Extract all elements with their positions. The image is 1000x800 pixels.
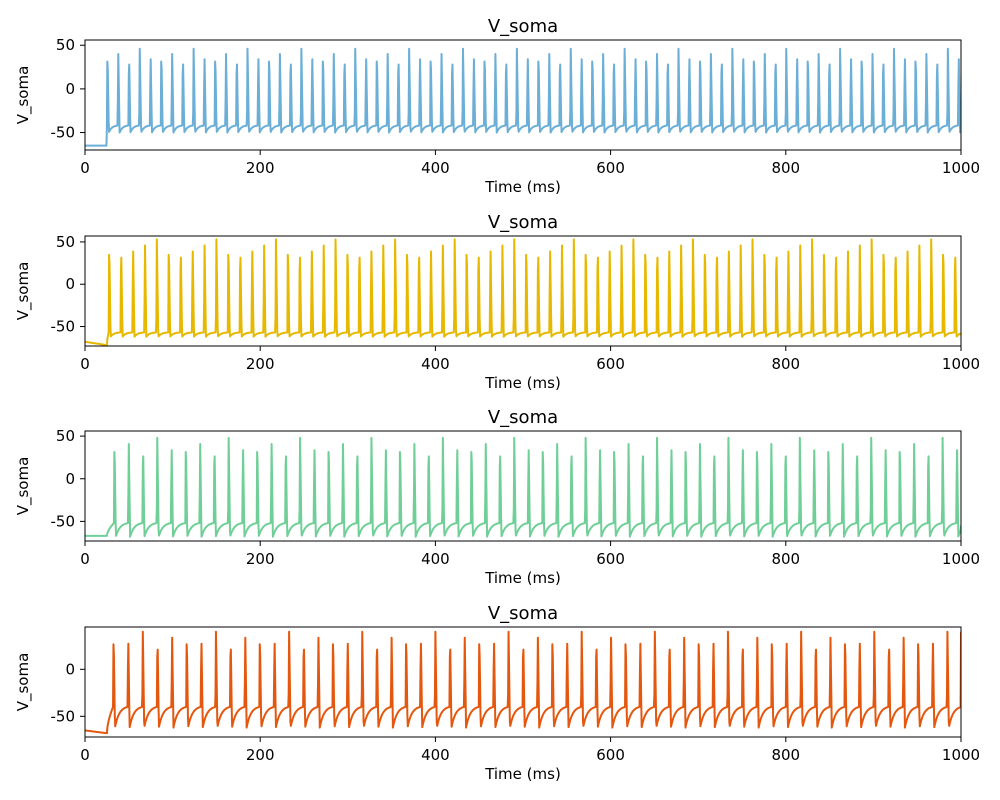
chart-title: V_soma xyxy=(488,212,558,233)
x-tick-label: 800 xyxy=(771,159,800,177)
y-tick-label: -50 xyxy=(51,124,76,142)
x-tick-label: 0 xyxy=(80,550,90,568)
x-tick-label: 600 xyxy=(596,355,625,373)
y-tick-label: -50 xyxy=(51,512,76,530)
x-tick-label: 1000 xyxy=(942,550,980,568)
x-tick-label: 400 xyxy=(421,550,450,568)
x-tick-label: 600 xyxy=(596,746,625,764)
x-axis-label: Time (ms) xyxy=(484,765,561,783)
x-tick-label: 200 xyxy=(246,159,275,177)
x-tick-label: 400 xyxy=(421,355,450,373)
chart-panel-2: V_soma 0 200 400 600 800 1000 50 0 -50 Time (ms) V_… xyxy=(14,212,980,392)
x-tick-label: 200 xyxy=(246,355,275,373)
x-axis-label: Time (ms) xyxy=(484,374,561,392)
x-tick-label: 1000 xyxy=(942,159,980,177)
y-axis-label: V_soma xyxy=(14,262,33,321)
y-tick-label: 0 xyxy=(65,275,75,293)
x-tick-label: 800 xyxy=(771,355,800,373)
x-tick-label: 0 xyxy=(80,746,90,764)
y-tick-label: 50 xyxy=(56,233,75,251)
x-tick-label: 200 xyxy=(246,550,275,568)
plot-frame xyxy=(84,39,962,151)
plot-frame xyxy=(84,626,962,738)
x-tick-label: 400 xyxy=(421,159,450,177)
y-tick-label: 0 xyxy=(65,470,75,488)
x-tick-label: 800 xyxy=(771,550,800,568)
x-tick-label: 400 xyxy=(421,746,450,764)
series-line xyxy=(85,238,961,346)
chart-title: V_soma xyxy=(488,16,558,37)
x-tick-label: 200 xyxy=(246,746,275,764)
x-tick-label: 600 xyxy=(596,159,625,177)
x-axis-label: Time (ms) xyxy=(484,569,561,587)
y-axis-label: V_soma xyxy=(14,653,33,712)
chart-panel-3: V_soma 0 200 400 600 800 1000 50 0 -50 Time (ms) V_… xyxy=(14,407,980,587)
y-tick-label: 0 xyxy=(65,660,75,678)
plot-frame xyxy=(84,235,962,347)
y-axis-label: V_soma xyxy=(14,66,33,125)
y-tick-label: 50 xyxy=(56,36,75,54)
y-tick-label: 0 xyxy=(65,80,75,98)
x-tick-label: 600 xyxy=(596,550,625,568)
y-tick-label: 50 xyxy=(56,427,75,445)
x-tick-label: 0 xyxy=(80,355,90,373)
x-tick-label: 1000 xyxy=(942,746,980,764)
y-tick-label: -50 xyxy=(51,318,76,336)
plot-frame xyxy=(84,430,962,542)
series-line xyxy=(85,630,961,735)
x-tick-label: 0 xyxy=(80,159,90,177)
x-tick-label: 800 xyxy=(771,746,800,764)
chart-title: V_soma xyxy=(488,603,558,624)
series-line xyxy=(85,436,961,538)
chart-panel-4: V_soma 0 200 400 600 800 1000 0 -50 Time (ms) V_so… xyxy=(14,603,980,783)
y-axis-label: V_soma xyxy=(14,457,33,516)
chart-title: V_soma xyxy=(488,407,558,428)
x-tick-label: 1000 xyxy=(942,355,980,373)
y-tick-label: -50 xyxy=(51,707,76,725)
x-axis-label: Time (ms) xyxy=(484,178,561,196)
series-line xyxy=(85,47,961,147)
